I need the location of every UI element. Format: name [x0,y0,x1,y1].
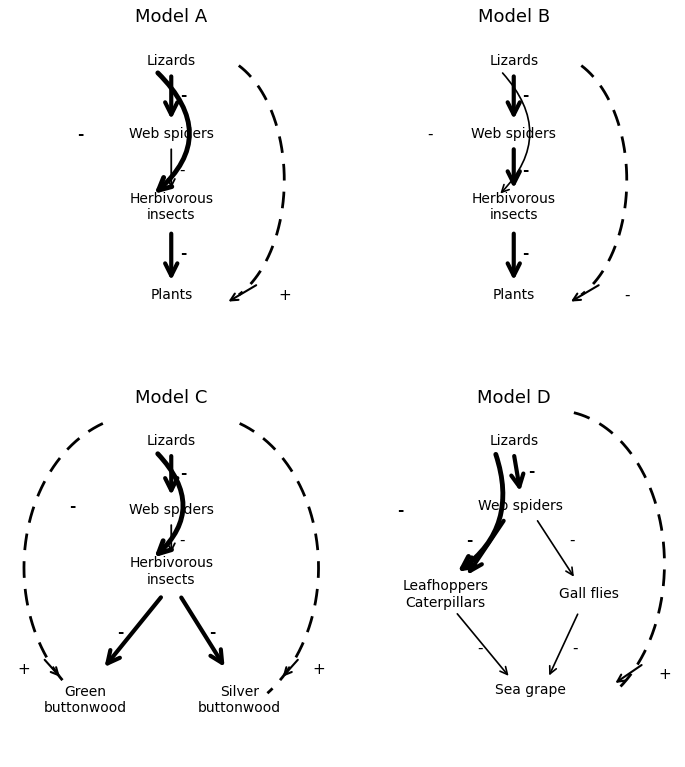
Text: -: - [427,127,433,142]
Text: Model D: Model D [477,390,551,407]
Text: -: - [116,625,123,640]
Text: Web spiders: Web spiders [471,127,556,141]
Text: -: - [180,88,186,104]
Text: -: - [180,245,186,261]
Text: -: - [569,533,575,548]
Text: Lizards: Lizards [489,54,538,68]
Text: Model B: Model B [477,8,550,25]
Text: Model A: Model A [135,8,208,25]
Text: Sea grape: Sea grape [495,683,566,697]
Text: Web spiders: Web spiders [478,499,563,513]
Text: Web spiders: Web spiders [129,503,214,517]
Text: Web spiders: Web spiders [129,127,214,141]
Text: -: - [624,288,630,303]
Text: +: + [658,667,671,683]
Text: Herbivorous
insects: Herbivorous insects [129,556,213,587]
Text: Lizards: Lizards [147,434,196,448]
Text: -: - [68,499,75,514]
Text: Plants: Plants [493,288,535,302]
Text: +: + [312,662,325,676]
Text: -: - [573,640,578,656]
Text: Silver
buttonwood: Silver buttonwood [198,685,282,715]
Text: -: - [180,466,186,481]
Text: -: - [179,533,184,548]
Text: Leafhoppers
Caterpillars: Leafhoppers Caterpillars [402,579,488,610]
Text: Plants: Plants [150,288,192,302]
Text: -: - [397,502,404,518]
Text: -: - [466,533,473,548]
Text: Gall flies: Gall flies [559,588,619,601]
Text: Model C: Model C [135,390,208,407]
Text: Herbivorous
insects: Herbivorous insects [472,192,556,222]
Text: +: + [278,288,290,303]
Text: -: - [523,163,529,178]
Text: -: - [523,88,529,104]
Text: -: - [523,245,529,261]
Text: -: - [77,127,84,142]
Text: -: - [179,163,184,178]
Text: Lizards: Lizards [147,54,196,68]
Text: +: + [18,662,30,676]
Text: Green
buttonwood: Green buttonwood [44,685,127,715]
Text: Herbivorous
insects: Herbivorous insects [129,192,213,222]
Text: -: - [209,625,216,640]
Text: Lizards: Lizards [489,434,538,448]
Text: -: - [527,464,534,479]
Text: -: - [477,640,482,656]
